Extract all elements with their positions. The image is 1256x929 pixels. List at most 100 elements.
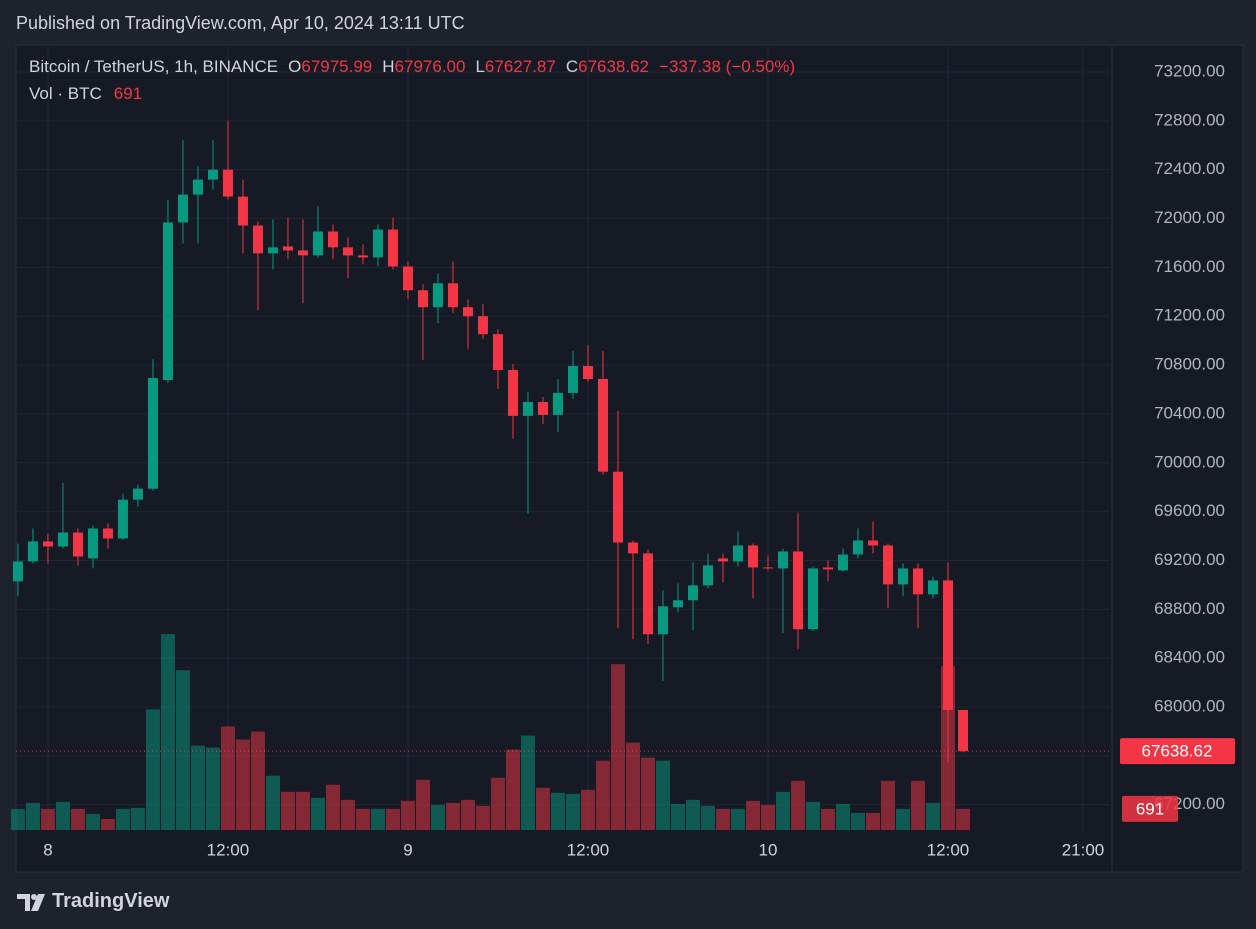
- y-tick-label: 68400.00: [1154, 648, 1225, 667]
- volume-bar: [685, 799, 700, 830]
- volume-bar: [430, 804, 445, 830]
- ohlc-field: C67638.62: [566, 57, 649, 77]
- candle-body: [567, 366, 578, 393]
- y-tick-label: 68000.00: [1154, 697, 1225, 716]
- candle-body: [942, 580, 953, 710]
- volume-bar: [805, 801, 820, 830]
- candle-body: [732, 545, 743, 562]
- volume-bar: [175, 670, 190, 830]
- volume-bar: [790, 780, 805, 830]
- volume-bar: [445, 802, 460, 830]
- candle-body: [27, 541, 38, 562]
- candle-body: [297, 250, 308, 256]
- volume-bar: [310, 797, 325, 830]
- volume-bar: [880, 780, 895, 830]
- candle-body: [792, 551, 803, 630]
- candle-body: [582, 366, 593, 380]
- volume-bars: [10, 634, 970, 830]
- change: −337.38 (−0.50%): [659, 57, 796, 76]
- volume-bar: [235, 739, 250, 830]
- logo: [17, 894, 45, 911]
- x-tick-label: 8: [43, 840, 52, 859]
- volume-bar: [655, 760, 670, 830]
- volume-bar: [955, 808, 970, 830]
- candle-body: [762, 567, 773, 569]
- candle-body: [687, 585, 698, 601]
- volume-bar: [400, 800, 415, 830]
- volume-bar: [325, 784, 340, 830]
- candle-body: [417, 290, 428, 308]
- candle-body: [147, 378, 158, 489]
- legend: Bitcoin / TetherUS, 1h, BINANCE O67975.9…: [29, 57, 795, 77]
- volume-bar: [580, 789, 595, 830]
- volume-bar: [205, 747, 220, 830]
- candle-body: [702, 565, 713, 586]
- y-tick-label: 71600.00: [1154, 257, 1225, 276]
- y-tick-label: 70000.00: [1154, 452, 1225, 471]
- candle-body: [627, 542, 638, 554]
- volume-bar: [910, 780, 925, 830]
- symbol: Bitcoin / TetherUS, 1h, BINANCE: [29, 57, 279, 76]
- candle-body: [252, 225, 263, 254]
- ohlc-value: 67975.99: [301, 57, 373, 76]
- candle-body: [237, 196, 248, 226]
- volume-bar: [550, 792, 565, 830]
- candle-body: [342, 247, 353, 256]
- volume-bar: [265, 775, 280, 830]
- volume-value: 691: [113, 84, 143, 103]
- candle-body: [642, 553, 653, 635]
- volume-bar: [730, 808, 745, 830]
- volume-bar: [295, 791, 310, 830]
- candle-body: [537, 401, 548, 415]
- y-tick-label: 69200.00: [1154, 550, 1225, 569]
- volume-bar: [865, 812, 880, 830]
- volume-bar: [625, 742, 640, 830]
- candle-body: [177, 194, 188, 223]
- volume-bar: [55, 801, 70, 830]
- y-tick-label: 73200.00: [1154, 61, 1225, 80]
- ohlc-key: L: [475, 57, 485, 76]
- candle-body: [657, 606, 668, 635]
- ohlc-value: 67638.62: [578, 57, 650, 76]
- candle-body: [72, 532, 83, 557]
- candle-body: [222, 169, 233, 197]
- candle-body: [612, 471, 623, 543]
- volume-bar: [850, 812, 865, 830]
- volume-bar: [340, 799, 355, 830]
- publish-note: Published on TradingView.com, Apr 10, 20…: [16, 13, 465, 33]
- y-tick-label: 68800.00: [1154, 599, 1225, 618]
- volume-bar: [640, 757, 655, 830]
- ohlc-key: O: [288, 57, 302, 76]
- chart-pane: [15, 44, 1244, 873]
- axes: 67200.0067600.0068000.0068400.0068800.00…: [43, 61, 1225, 859]
- volume-bar: [535, 787, 550, 830]
- volume-bar: [160, 634, 175, 830]
- candle-body: [312, 231, 323, 256]
- candle-body: [42, 541, 53, 547]
- volume-bar: [250, 731, 265, 830]
- candle-body: [777, 551, 788, 569]
- candle-body: [447, 283, 458, 308]
- volume-bar: [565, 793, 580, 830]
- candle-body: [927, 580, 938, 595]
- volume-bar: [520, 735, 535, 830]
- volume-bar: [40, 808, 55, 830]
- volume-bar: [610, 664, 625, 830]
- candle-body: [867, 540, 878, 546]
- candle-body: [117, 499, 128, 539]
- candle-body: [822, 567, 833, 570]
- candle-body: [852, 540, 863, 555]
- x-tick-label: 10: [759, 840, 778, 859]
- ohlc-value: 67976.00: [394, 57, 466, 76]
- y-tick-label: 72000.00: [1154, 208, 1225, 227]
- candle-body: [507, 369, 518, 416]
- volume-bar: [460, 799, 475, 830]
- candle-body: [387, 229, 398, 267]
- candle-body: [477, 316, 488, 335]
- volume-bar: [190, 745, 205, 830]
- last-volume-label: 691: [1136, 799, 1164, 818]
- volume-bar: [505, 749, 520, 830]
- volume-bar: [100, 818, 115, 830]
- volume-bar: [25, 802, 40, 830]
